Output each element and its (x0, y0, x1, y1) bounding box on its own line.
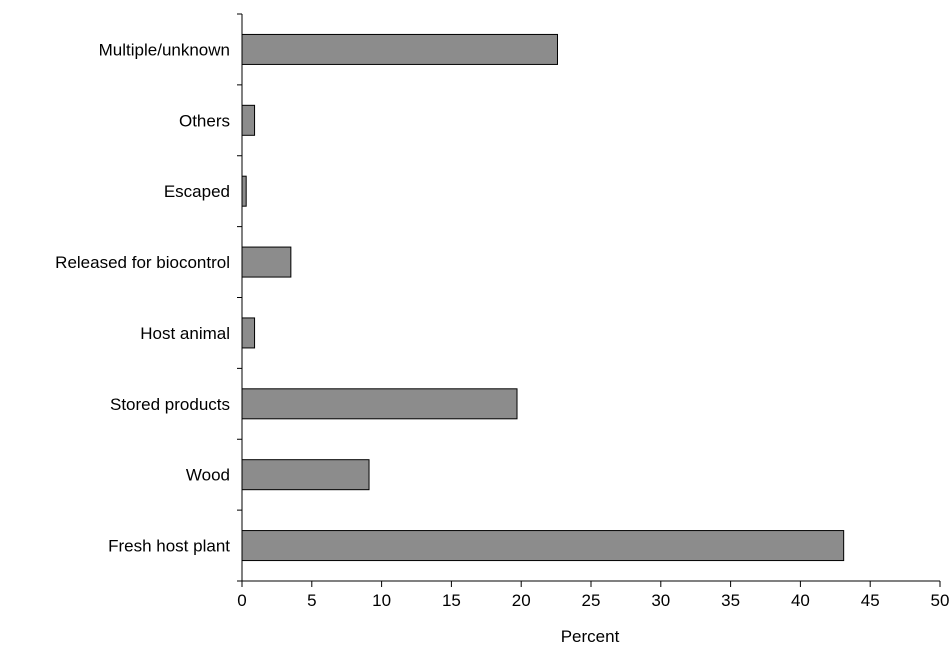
category-label: Host animal (140, 324, 230, 343)
category-label: Stored products (110, 395, 230, 414)
axes-group (237, 13, 941, 587)
x-tick-label: 15 (442, 591, 461, 610)
bar-escaped (241, 175, 247, 207)
x-axis-title: Percent (561, 627, 620, 646)
x-tick-label: 40 (791, 591, 810, 610)
category-label: Wood (186, 466, 230, 485)
bar-stored-products (241, 388, 518, 420)
bar-multiple-unknown (241, 33, 558, 65)
category-label: Others (179, 111, 230, 130)
x-tick-label: 50 (931, 591, 950, 610)
category-label: Multiple/unknown (99, 40, 230, 59)
x-tick-label: 10 (372, 591, 391, 610)
bars-group (241, 33, 845, 562)
x-tick-label: 5 (307, 591, 316, 610)
x-tick-labels: 0 5 10 15 20 25 30 35 40 45 50 (237, 591, 949, 610)
x-tick-label: 0 (237, 591, 246, 610)
category-labels: Multiple/unknown Others Escaped Released fo… (55, 40, 230, 555)
bar-others (241, 104, 256, 136)
x-tick-label: 25 (582, 591, 601, 610)
category-label: Escaped (164, 182, 230, 201)
x-tick-label: 20 (512, 591, 531, 610)
bar-host-animal (241, 317, 256, 349)
x-tick-label: 35 (721, 591, 740, 610)
x-tick-label: 30 (651, 591, 670, 610)
bar-wood (241, 459, 370, 491)
category-label: Released for biocontrol (55, 253, 230, 272)
bar-released-for-biocontrol (241, 246, 292, 278)
bar-fresh-host-plant (241, 530, 845, 562)
category-label: Fresh host plant (108, 537, 230, 556)
x-tick-label: 45 (861, 591, 880, 610)
